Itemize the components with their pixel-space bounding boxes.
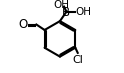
Text: OH: OH — [75, 7, 91, 17]
Text: Cl: Cl — [73, 55, 83, 65]
Text: O: O — [19, 18, 28, 31]
Text: OH: OH — [54, 0, 70, 10]
Text: B: B — [62, 6, 70, 19]
